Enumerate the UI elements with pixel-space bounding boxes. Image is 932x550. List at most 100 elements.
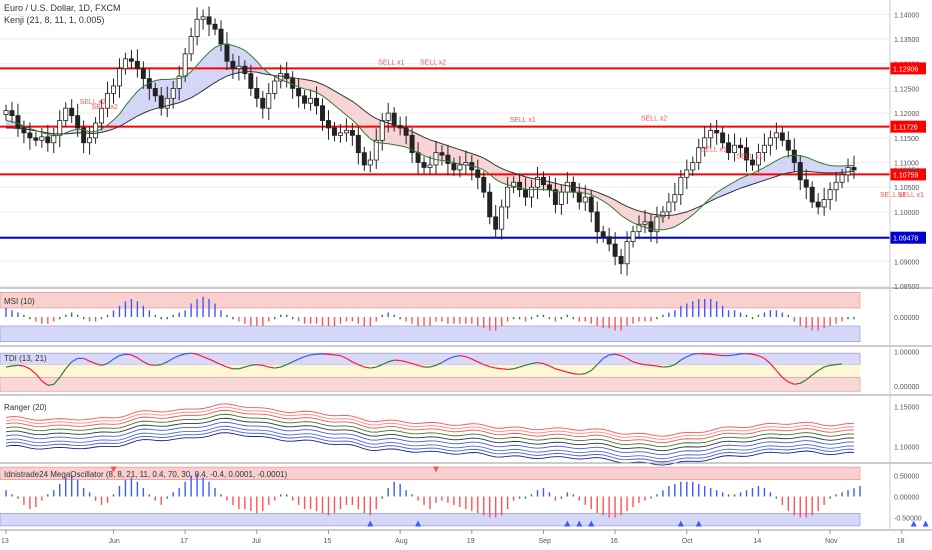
- candle-down[interactable]: [552, 189, 558, 205]
- candle-down[interactable]: [493, 216, 499, 230]
- candle-up[interactable]: [343, 130, 349, 134]
- candle-down[interactable]: [481, 176, 487, 193]
- candle-down[interactable]: [546, 184, 552, 191]
- candle-down[interactable]: [576, 191, 582, 203]
- candle-down[interactable]: [588, 196, 594, 213]
- candle-up[interactable]: [200, 16, 206, 20]
- candle-up[interactable]: [654, 216, 660, 233]
- candle-up[interactable]: [666, 201, 672, 213]
- price-axis[interactable]: 1.140001.135001.130001.125001.120001.115…: [890, 12, 926, 523]
- candle-down[interactable]: [296, 88, 302, 97]
- candle-down[interactable]: [260, 97, 266, 109]
- candle-up[interactable]: [767, 137, 773, 146]
- candle-up[interactable]: [708, 130, 714, 139]
- candle-up[interactable]: [278, 73, 284, 82]
- candle-up[interactable]: [839, 174, 845, 183]
- candle-down[interactable]: [349, 130, 355, 136]
- candle-down[interactable]: [140, 68, 146, 79]
- candle-up[interactable]: [176, 75, 182, 89]
- candle-down[interactable]: [744, 147, 749, 161]
- candle-up[interactable]: [845, 167, 851, 176]
- candle-down[interactable]: [618, 255, 624, 265]
- candle-down[interactable]: [851, 167, 857, 171]
- candle-up[interactable]: [636, 223, 642, 233]
- candle-up[interactable]: [182, 53, 188, 77]
- candle-down[interactable]: [415, 152, 421, 163]
- candle-down[interactable]: [785, 139, 791, 151]
- candle-up[interactable]: [116, 68, 122, 87]
- candle-down[interactable]: [254, 88, 260, 99]
- candle-up[interactable]: [564, 181, 570, 193]
- candle-up[interactable]: [308, 97, 314, 104]
- candle-up[interactable]: [660, 211, 666, 218]
- candle-down[interactable]: [815, 201, 821, 208]
- ranger-pane[interactable]: [5, 403, 855, 466]
- candle-up[interactable]: [827, 189, 833, 200]
- candle-down[interactable]: [152, 88, 158, 97]
- candle-down[interactable]: [81, 127, 87, 144]
- candle-down[interactable]: [224, 43, 230, 62]
- candle-down[interactable]: [158, 95, 164, 109]
- candle-down[interactable]: [809, 186, 815, 203]
- candle-down[interactable]: [230, 60, 236, 70]
- candle-up[interactable]: [188, 36, 194, 55]
- candle-up[interactable]: [385, 112, 391, 121]
- candle-down[interactable]: [648, 221, 654, 233]
- candle-down[interactable]: [439, 152, 445, 156]
- candle-up[interactable]: [63, 107, 69, 121]
- candle-down[interactable]: [714, 130, 720, 134]
- candle-down[interactable]: [606, 236, 612, 245]
- candle-down[interactable]: [421, 162, 427, 168]
- candle-down[interactable]: [409, 134, 415, 154]
- candle-up[interactable]: [164, 97, 170, 109]
- candle-up[interactable]: [690, 162, 696, 171]
- candle-up[interactable]: [642, 221, 648, 225]
- candle-up[interactable]: [39, 136, 45, 141]
- candle-up[interactable]: [367, 159, 373, 166]
- candle-up[interactable]: [678, 176, 684, 196]
- candle-down[interactable]: [487, 191, 493, 218]
- candle-down[interactable]: [15, 115, 21, 129]
- candle-down[interactable]: [325, 120, 331, 129]
- time-axis[interactable]: 13 Jun 17 Jul 15 Aug 19 Sep 16 Oct 14 Nov 18: [1, 530, 905, 545]
- candle-up[interactable]: [821, 199, 827, 208]
- candle-up[interactable]: [51, 134, 57, 144]
- tdi-pane[interactable]: [0, 352, 861, 392]
- candle-down[interactable]: [9, 110, 15, 116]
- candle-down[interactable]: [33, 137, 39, 141]
- candle-up[interactable]: [761, 144, 767, 154]
- candle-down[interactable]: [75, 115, 81, 129]
- megaoscillator-pane[interactable]: [0, 466, 932, 527]
- candle-up[interactable]: [57, 120, 63, 136]
- candle-down[interactable]: [206, 16, 212, 25]
- candle-up[interactable]: [505, 186, 511, 208]
- candle-down[interactable]: [600, 231, 606, 238]
- candle-up[interactable]: [170, 88, 176, 99]
- candle-up[interactable]: [535, 176, 540, 188]
- candle-up[interactable]: [457, 164, 463, 171]
- candle-down[interactable]: [594, 211, 600, 233]
- candle-down[interactable]: [69, 107, 75, 117]
- candle-up[interactable]: [630, 231, 636, 242]
- candle-down[interactable]: [445, 154, 451, 164]
- candle-down[interactable]: [391, 112, 397, 126]
- candle-up[interactable]: [272, 80, 278, 94]
- candle-up[interactable]: [379, 120, 385, 141]
- candle-down[interactable]: [517, 181, 523, 191]
- msi-pane[interactable]: [0, 291, 861, 343]
- candle-up[interactable]: [582, 196, 588, 203]
- candle-up[interactable]: [684, 169, 690, 178]
- candle-down[interactable]: [475, 169, 481, 178]
- candle-down[interactable]: [451, 163, 457, 171]
- candle-down[interactable]: [791, 149, 797, 163]
- candle-up[interactable]: [236, 65, 242, 70]
- candle-down[interactable]: [248, 73, 254, 89]
- candle-down[interactable]: [242, 65, 248, 75]
- candle-up[interactable]: [511, 181, 517, 188]
- candle-down[interactable]: [361, 152, 367, 166]
- candle-down[interactable]: [302, 95, 308, 104]
- candle-up[interactable]: [773, 132, 779, 139]
- candle-up[interactable]: [122, 58, 128, 70]
